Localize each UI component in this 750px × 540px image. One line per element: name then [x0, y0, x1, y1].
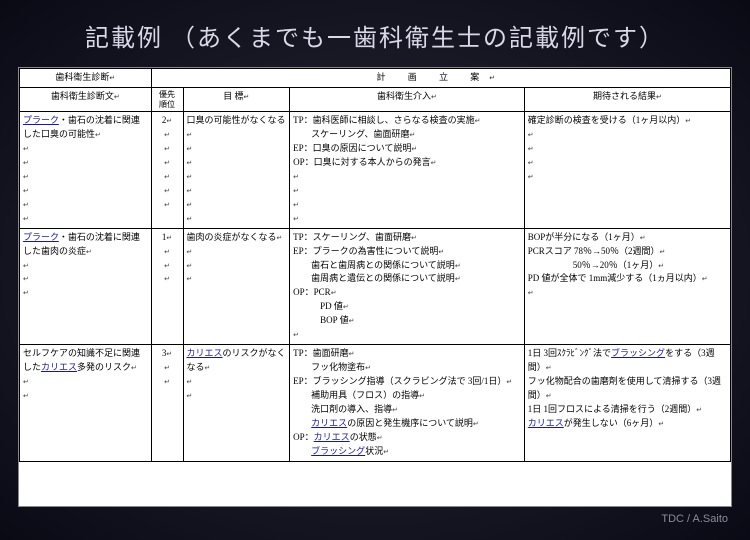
cell-priority: 3↵↵↵ — [151, 345, 183, 462]
hdr-col-interv: 歯科衛生介入↵ — [290, 87, 525, 111]
cell-diagnosis: プラーク・歯石の沈着に関連した歯肉の炎症↵↵↵↵ — [20, 228, 152, 345]
table-body: プラーク・歯石の沈着に関連した口臭の可能性↵↵↵↵↵↵↵2↵↵↵↵↵↵↵口臭の可… — [20, 112, 731, 462]
hdr-col-expect: 期待される結果↵ — [524, 87, 730, 111]
cell-expect: 1日 3回ｽｸﾗﾋﾞﾝｸﾞ法でブラッシングをする（3週間）↵フッ化物配合の歯磨剤… — [524, 345, 730, 462]
table-row: プラーク・歯石の沈着に関連した口臭の可能性↵↵↵↵↵↵↵2↵↵↵↵↵↵↵口臭の可… — [20, 112, 731, 229]
cell-goal: 口臭の可能性がなくなる↵↵↵↵↵↵↵ — [183, 112, 290, 229]
table-row: セルフケアの知識不足に関連したカリエス多発のリスク↵↵↵3↵↵↵カリエスのリスク… — [20, 345, 731, 462]
footer-credit: TDC / A.Saito — [0, 507, 750, 525]
hdr-col-goal: 目 標↵ — [183, 87, 290, 111]
hdr-diagnosis-group: 歯科衛生診断↵ — [20, 69, 152, 88]
page-title: 記載例 （あくまでも一歯科衛生士の記載例です） — [0, 0, 750, 61]
cell-diagnosis: プラーク・歯石の沈着に関連した口臭の可能性↵↵↵↵↵↵↵ — [20, 112, 152, 229]
table-header-row-1: 歯科衛生診断↵ 計 画 立 案↵ — [20, 69, 731, 88]
table-header-row-2: 歯科衛生診断文↵ 優先 順位 目 標↵ 歯科衛生介入↵ 期待される結果↵ — [20, 87, 731, 111]
document-pane: 歯科衛生診断↵ 計 画 立 案↵ 歯科衛生診断文↵ 優先 順位 目 標↵ 歯科衛… — [18, 67, 732, 507]
hdr-col-priority: 優先 順位 — [151, 87, 183, 111]
cell-intervention: TP：スケーリング、歯面研磨↵EP：プラークの為害性について説明↵ 歯石と歯周病… — [290, 228, 525, 345]
cell-priority: 1↵↵↵↵ — [151, 228, 183, 345]
cell-goal: 歯肉の炎症がなくなる↵↵↵↵ — [183, 228, 290, 345]
cell-priority: 2↵↵↵↵↵↵↵ — [151, 112, 183, 229]
cell-diagnosis: セルフケアの知識不足に関連したカリエス多発のリスク↵↵↵ — [20, 345, 152, 462]
table-row: プラーク・歯石の沈着に関連した歯肉の炎症↵↵↵↵1↵↵↵↵歯肉の炎症がなくなる↵… — [20, 228, 731, 345]
cell-intervention: TP：歯面研磨↵ フッ化物塗布↵EP：ブラッシング指導（スクラビング法で 3回/… — [290, 345, 525, 462]
cell-goal: カリエスのリスクがなくなる↵↵↵ — [183, 345, 290, 462]
care-plan-table: 歯科衛生診断↵ 計 画 立 案↵ 歯科衛生診断文↵ 優先 順位 目 標↵ 歯科衛… — [19, 68, 731, 462]
cell-expect: BOPが半分になる（1ヶ月）↵PCRスコア 78％→50％（2週間）↵ 50％→… — [524, 228, 730, 345]
cell-expect: 確定診断の検査を受ける（1ヶ月以内）↵↵↵↵↵ — [524, 112, 730, 229]
cell-intervention: TP：歯科医師に相談し、さらなる検査の実施↵ スケーリング、歯面研磨↵EP：口臭… — [290, 112, 525, 229]
hdr-col-diag: 歯科衛生診断文↵ — [20, 87, 152, 111]
hdr-plan-group: 計 画 立 案↵ — [151, 69, 730, 88]
